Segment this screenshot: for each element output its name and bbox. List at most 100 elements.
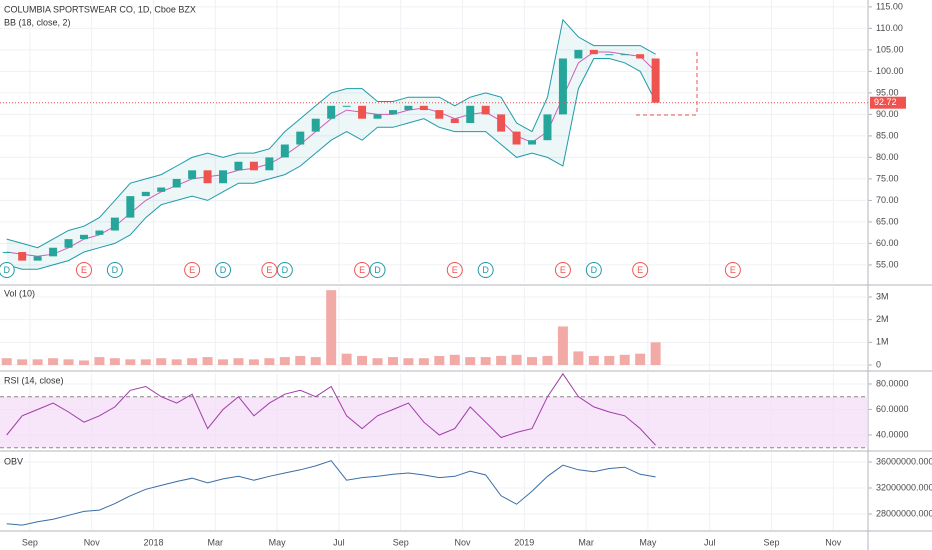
candle <box>79 234 88 240</box>
y-tick-label: 3M <box>876 291 889 301</box>
candle <box>95 230 104 235</box>
volume-bar <box>449 354 460 366</box>
event-marker <box>585 262 602 278</box>
pane-title: Vol (10) <box>4 288 35 298</box>
candle <box>466 105 475 124</box>
volume-bar <box>465 357 476 366</box>
candle <box>33 256 42 261</box>
candle <box>327 105 336 119</box>
x-tick-label: Nov <box>454 537 471 547</box>
y-tick-label: 28000000.0000 <box>876 508 932 518</box>
volume-bar <box>109 358 120 366</box>
volume-bar <box>156 358 167 366</box>
indicator-line <box>6 372 656 446</box>
candle <box>419 105 428 111</box>
event-label: E <box>189 265 195 275</box>
y-tick-label: 1M <box>876 337 889 347</box>
candle <box>110 217 119 231</box>
event-label: D <box>3 265 10 275</box>
y-tick-label: 105.00 <box>876 44 904 54</box>
candle <box>358 105 367 119</box>
y-tick-label: 65.00 <box>876 216 899 226</box>
candle <box>49 247 58 257</box>
volume-bar <box>202 357 213 366</box>
candle <box>18 252 27 261</box>
y-tick-label: 80.00 <box>876 152 899 162</box>
event-marker <box>724 262 741 278</box>
candle <box>512 131 521 145</box>
candle <box>296 131 305 145</box>
event-label: E <box>266 265 272 275</box>
x-tick-label: May <box>269 537 287 547</box>
y-tick-label: 100.00 <box>876 66 904 76</box>
x-tick-label: Sep <box>763 537 779 547</box>
candle <box>2 252 11 254</box>
x-tick-label: Jul <box>333 537 345 547</box>
event-label: E <box>81 265 87 275</box>
candle <box>188 170 197 179</box>
volume-bar <box>48 358 59 366</box>
volume-bar <box>248 359 259 366</box>
event-label: E <box>560 265 566 275</box>
volume-bar <box>218 359 229 366</box>
x-tick-label: Nov <box>84 537 101 547</box>
volume-bar <box>171 359 182 366</box>
event-marker <box>106 262 123 278</box>
y-tick-label: 85.00 <box>876 130 899 140</box>
rsi-band <box>0 396 868 448</box>
x-tick-label: Jul <box>704 537 716 547</box>
pane-title: RSI (14, close) <box>4 375 64 385</box>
event-label: E <box>637 265 643 275</box>
y-tick-label: 40.0000 <box>876 429 909 439</box>
event-marker <box>554 262 571 278</box>
y-tick-label: 32000000.0000 <box>876 482 932 492</box>
volume-bar <box>511 354 522 366</box>
volume-bar <box>279 357 290 366</box>
volume-bar <box>17 359 28 366</box>
event-marker <box>276 262 293 278</box>
candle <box>543 114 552 141</box>
volume-bar <box>187 358 198 366</box>
candle <box>651 58 660 103</box>
volume-bar <box>341 353 352 366</box>
volume-bar <box>264 358 275 366</box>
y-tick-label: 80.0000 <box>876 378 909 388</box>
candle <box>280 144 289 158</box>
candle <box>64 239 73 248</box>
event-marker <box>477 262 494 278</box>
volume-bar <box>32 359 43 366</box>
y-tick-label: 95.00 <box>876 87 899 97</box>
volume-bar <box>125 359 136 366</box>
grid <box>0 0 868 530</box>
volume-bar <box>480 357 491 366</box>
event-marker <box>75 262 92 278</box>
candle <box>404 105 413 111</box>
volume-bar <box>140 359 151 366</box>
pane-title: OBV <box>4 456 23 466</box>
candle <box>157 187 166 192</box>
volume-bar <box>233 358 244 366</box>
y-tick-label: 60.0000 <box>876 404 909 414</box>
candle <box>450 118 459 124</box>
x-tick-label: Sep <box>393 537 409 547</box>
volume-bar <box>650 342 661 366</box>
y-tick-label: 60.00 <box>876 238 899 248</box>
candle <box>589 49 598 55</box>
y-tick-label: 55.00 <box>876 259 899 269</box>
candle <box>388 110 397 115</box>
volume-bar <box>403 358 414 366</box>
y-tick-label: 90.00 <box>876 109 899 119</box>
candle <box>249 161 258 171</box>
event-marker <box>215 262 232 278</box>
volume-bar <box>619 354 630 366</box>
last-price-label: 92.72 <box>874 97 897 107</box>
event-marker <box>632 262 649 278</box>
event-marker <box>184 262 201 278</box>
y-tick-label: 2M <box>876 314 889 324</box>
candle <box>605 54 614 56</box>
event-label: D <box>220 265 227 275</box>
volume-bar <box>434 355 445 366</box>
event-label: D <box>112 265 119 275</box>
candle <box>311 118 320 132</box>
